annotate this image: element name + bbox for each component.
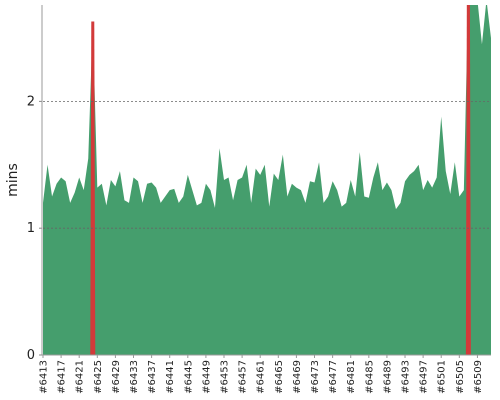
y-tick-label: 1 [27, 221, 35, 236]
x-tick-label: #6457 [238, 360, 249, 394]
x-tick-label: #6497 [419, 360, 430, 394]
x-tick-label: #6505 [455, 360, 466, 394]
x-tick-label: #6425 [93, 360, 104, 394]
x-tick-label: #6417 [57, 360, 68, 394]
x-tick-label: #6501 [437, 360, 448, 394]
x-tick-label: #6453 [220, 360, 231, 394]
x-tick-label: #6429 [111, 360, 122, 394]
x-tick-label: #6449 [201, 360, 212, 394]
failed-build [465, 5, 471, 355]
x-tick-label: #6469 [292, 360, 303, 394]
x-tick-label: #6485 [364, 360, 375, 394]
x-tick-label: #6421 [75, 360, 86, 394]
x-tick-label: #6477 [328, 360, 339, 394]
x-tick-label: #6413 [39, 360, 50, 394]
x-tick-label: #6493 [401, 360, 412, 394]
x-tick-label: #6481 [346, 360, 357, 394]
x-tick-label: #6465 [274, 360, 285, 394]
x-tick-label: #6461 [256, 360, 267, 394]
duration-area [43, 5, 491, 355]
x-tick-label: #6433 [129, 360, 140, 394]
x-tick-label: #6437 [147, 360, 158, 394]
x-tick-label: #6509 [473, 360, 484, 394]
x-tick-label: #6441 [165, 360, 176, 394]
y-tick-label: 0 [27, 348, 35, 363]
failed-build [90, 21, 96, 355]
x-tick-label: #6489 [382, 360, 393, 394]
y-tick-label: 2 [27, 94, 35, 109]
x-tick-label: #6445 [183, 360, 194, 394]
y-axis-label: mins [5, 163, 21, 197]
x-tick-label: #6473 [310, 360, 321, 394]
